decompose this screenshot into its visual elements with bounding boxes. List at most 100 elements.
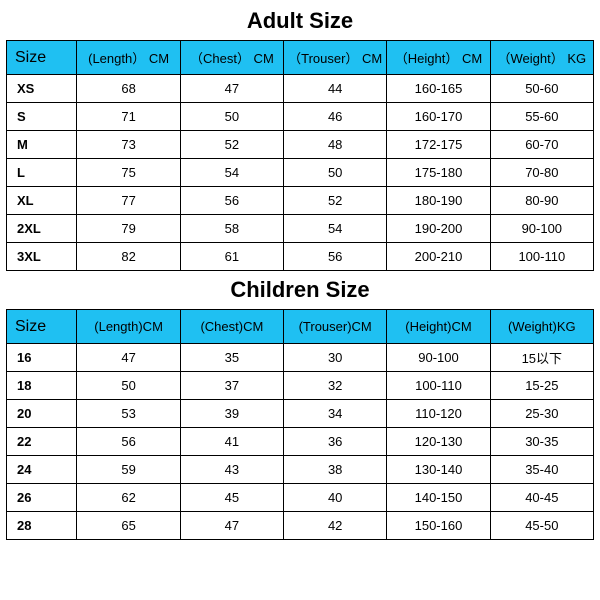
adult-header-2: （Chest） CM (180, 41, 283, 75)
children-cell: 35 (180, 344, 283, 372)
children-cell: 110-120 (387, 400, 490, 428)
children-cell: 24 (7, 456, 77, 484)
adult-cell: 50-60 (490, 75, 593, 103)
adult-cell: M (7, 131, 77, 159)
adult-cell: L (7, 159, 77, 187)
children-cell: 25-30 (490, 400, 593, 428)
adult-cell: 61 (180, 243, 283, 271)
adult-cell: 2XL (7, 215, 77, 243)
children-row: 22564136120-13030-35 (7, 428, 594, 456)
children-title: Children Size (6, 273, 594, 309)
children-header-0: Size (7, 310, 77, 344)
children-cell: 16 (7, 344, 77, 372)
adult-cell: 70-80 (490, 159, 593, 187)
children-row: 26624540140-15040-45 (7, 484, 594, 512)
children-cell: 42 (284, 512, 387, 540)
children-header-3: (Trouser)CM (284, 310, 387, 344)
children-cell: 65 (77, 512, 180, 540)
children-cell: 39 (180, 400, 283, 428)
adult-cell: 55-60 (490, 103, 593, 131)
adult-cell: 52 (284, 187, 387, 215)
adult-row: XL775652180-19080-90 (7, 187, 594, 215)
children-cell: 45 (180, 484, 283, 512)
children-cell: 36 (284, 428, 387, 456)
adult-title: Adult Size (6, 4, 594, 40)
children-row: 24594338130-14035-40 (7, 456, 594, 484)
adult-cell: 54 (284, 215, 387, 243)
children-cell: 40-45 (490, 484, 593, 512)
adult-cell: 50 (180, 103, 283, 131)
adult-cell: 68 (77, 75, 180, 103)
adult-cell: 160-170 (387, 103, 490, 131)
children-header-2: (Chest)CM (180, 310, 283, 344)
children-row: 20533934110-12025-30 (7, 400, 594, 428)
adult-cell: 90-100 (490, 215, 593, 243)
adult-cell: 75 (77, 159, 180, 187)
children-header-4: (Height)CM (387, 310, 490, 344)
adult-cell: 175-180 (387, 159, 490, 187)
size-chart-container: Adult Size Size(Length） CM（Chest） CM（Tro… (0, 0, 600, 544)
adult-cell: 100-110 (490, 243, 593, 271)
adult-row: 2XL795854190-20090-100 (7, 215, 594, 243)
children-row: 18503732100-11015-25 (7, 372, 594, 400)
adult-cell: 80-90 (490, 187, 593, 215)
children-cell: 22 (7, 428, 77, 456)
children-row: 1647353090-10015以下 (7, 344, 594, 372)
adult-cell: 56 (284, 243, 387, 271)
children-cell: 15以下 (490, 344, 593, 372)
children-cell: 100-110 (387, 372, 490, 400)
children-cell: 40 (284, 484, 387, 512)
adult-cell: 3XL (7, 243, 77, 271)
children-cell: 28 (7, 512, 77, 540)
children-cell: 150-160 (387, 512, 490, 540)
children-cell: 18 (7, 372, 77, 400)
adult-cell: 58 (180, 215, 283, 243)
adult-cell: 60-70 (490, 131, 593, 159)
adult-header-5: （Weight） KG (490, 41, 593, 75)
children-cell: 56 (77, 428, 180, 456)
adult-size-table: Size(Length） CM（Chest） CM（Trouser） CM（He… (6, 40, 594, 271)
adult-cell: 71 (77, 103, 180, 131)
adult-cell: 82 (77, 243, 180, 271)
adult-cell: 160-165 (387, 75, 490, 103)
children-header-5: (Weight)KG (490, 310, 593, 344)
children-cell: 47 (77, 344, 180, 372)
adult-cell: 47 (180, 75, 283, 103)
adult-row: S715046160-17055-60 (7, 103, 594, 131)
children-cell: 45-50 (490, 512, 593, 540)
adult-cell: 52 (180, 131, 283, 159)
adult-row: 3XL826156200-210100-110 (7, 243, 594, 271)
children-row: 28654742150-16045-50 (7, 512, 594, 540)
children-cell: 130-140 (387, 456, 490, 484)
children-header-1: (Length)CM (77, 310, 180, 344)
adult-cell: XS (7, 75, 77, 103)
adult-cell: 44 (284, 75, 387, 103)
children-cell: 32 (284, 372, 387, 400)
children-cell: 38 (284, 456, 387, 484)
adult-cell: 200-210 (387, 243, 490, 271)
adult-cell: 190-200 (387, 215, 490, 243)
children-cell: 26 (7, 484, 77, 512)
children-cell: 35-40 (490, 456, 593, 484)
adult-header-0: Size (7, 41, 77, 75)
children-cell: 47 (180, 512, 283, 540)
children-cell: 43 (180, 456, 283, 484)
adult-cell: 54 (180, 159, 283, 187)
adult-cell: 56 (180, 187, 283, 215)
children-cell: 53 (77, 400, 180, 428)
adult-row: M735248172-17560-70 (7, 131, 594, 159)
adult-cell: 50 (284, 159, 387, 187)
children-cell: 37 (180, 372, 283, 400)
children-cell: 59 (77, 456, 180, 484)
adult-cell: 172-175 (387, 131, 490, 159)
children-cell: 62 (77, 484, 180, 512)
children-cell: 20 (7, 400, 77, 428)
adult-cell: 46 (284, 103, 387, 131)
children-cell: 140-150 (387, 484, 490, 512)
adult-cell: XL (7, 187, 77, 215)
adult-header-3: （Trouser） CM (284, 41, 387, 75)
children-cell: 30-35 (490, 428, 593, 456)
children-cell: 120-130 (387, 428, 490, 456)
adult-cell: S (7, 103, 77, 131)
children-cell: 30 (284, 344, 387, 372)
